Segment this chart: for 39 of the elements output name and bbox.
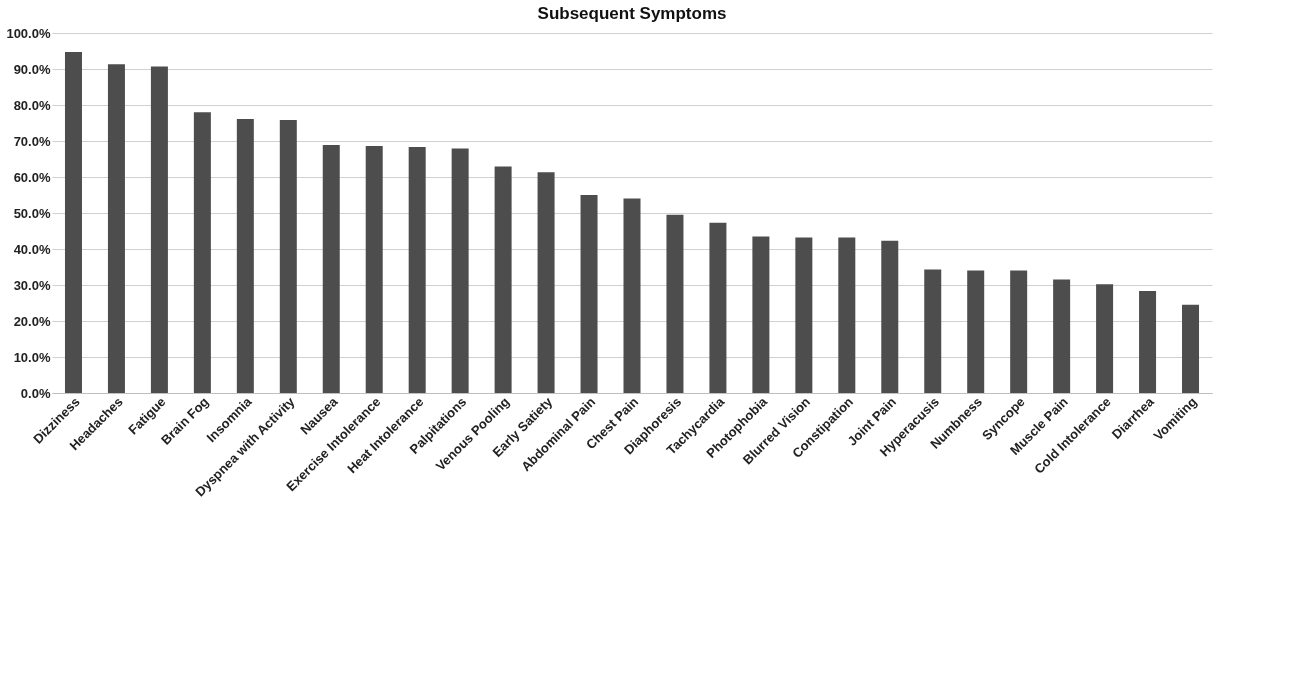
chart-title: Subsequent Symptoms [537,4,727,23]
y-tick-label: 50.0% [13,205,51,221]
bar [494,166,512,393]
y-tick-label: 0.0% [20,385,51,401]
bar [408,147,426,393]
bar [752,236,770,393]
bar [107,64,125,393]
bar [623,198,641,393]
y-tick-label: 60.0% [13,169,51,185]
bar [1182,304,1200,393]
bar [1010,270,1028,393]
bar [236,119,254,393]
y-tick-label: 40.0% [13,241,51,257]
y-tick-label: 90.0% [13,61,51,77]
bar [64,52,82,393]
y-tick-label: 80.0% [13,97,51,113]
bar [709,222,727,393]
bar [193,112,211,393]
y-tick-label: 10.0% [13,349,51,365]
bar [967,270,985,393]
bar [795,237,813,393]
bar [838,237,856,393]
bar [1096,284,1114,393]
bar [365,146,383,393]
y-tick-label: 20.0% [13,313,51,329]
bar [279,120,297,393]
bar [451,148,469,393]
y-tick-label: 70.0% [13,133,51,149]
bar [537,172,555,393]
bar [150,66,168,393]
bar [1139,291,1157,393]
bar [322,144,340,393]
y-tick-label: 100.0% [6,25,51,41]
bar [666,214,684,393]
bar [580,195,598,393]
bar [924,269,942,393]
bar [1053,279,1071,393]
y-tick-label: 30.0% [13,277,51,293]
bar [881,240,899,393]
